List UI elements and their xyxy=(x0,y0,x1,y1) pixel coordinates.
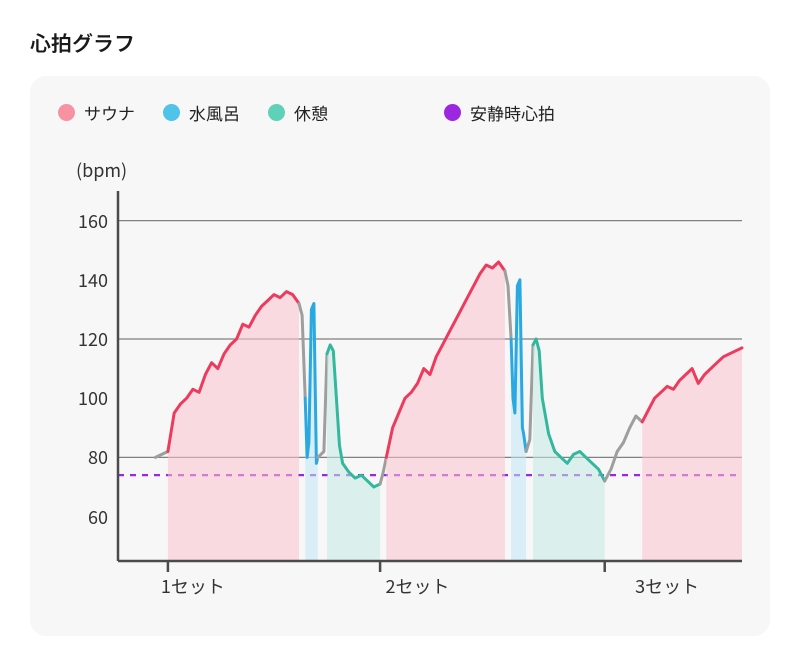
chart-svg xyxy=(118,191,742,561)
y-axis: 60 80 100 120 140 160 xyxy=(58,191,118,561)
plot-area: 60 80 100 120 140 160 xyxy=(58,191,742,561)
y-tick-label: 120 xyxy=(78,326,108,352)
legend-dot-coldbath-icon xyxy=(163,104,180,121)
legend-label: 水風呂 xyxy=(189,100,240,125)
chart-card: サウナ 水風呂 休憩 安静時心拍 (bpm) 6080100120140160 … xyxy=(30,76,770,636)
legend-item-resting: 安静時心拍 xyxy=(444,100,555,125)
x-tick-label: 2セット xyxy=(386,573,450,599)
legend-dot-sauna-icon xyxy=(58,104,75,121)
y-tick-label: 80 xyxy=(88,444,108,470)
legend-item-rest: 休憩 xyxy=(268,100,328,125)
y-tick-label: 160 xyxy=(78,208,108,234)
y-tick-label: 140 xyxy=(78,267,108,293)
page-title: 心拍グラフ xyxy=(30,28,770,58)
legend-label: 安静時心拍 xyxy=(470,100,555,125)
chart-legend: サウナ 水風呂 休憩 安静時心拍 xyxy=(58,100,742,125)
y-tick-label: 100 xyxy=(78,385,108,411)
x-axis: 1セット 2セット 3セット xyxy=(118,573,742,603)
chart-plot xyxy=(118,191,742,561)
legend-label: サウナ xyxy=(84,100,135,125)
legend-dot-resting-icon xyxy=(444,104,461,121)
x-tick-label: 1セット xyxy=(161,573,225,599)
legend-item-sauna: サウナ xyxy=(58,100,135,125)
legend-dot-rest-icon xyxy=(268,104,285,121)
y-axis-label: (bpm) xyxy=(76,157,742,183)
y-tick-label: 60 xyxy=(88,504,108,530)
legend-item-coldbath: 水風呂 xyxy=(163,100,240,125)
x-tick-label: 3セット xyxy=(635,573,699,599)
legend-label: 休憩 xyxy=(294,100,328,125)
